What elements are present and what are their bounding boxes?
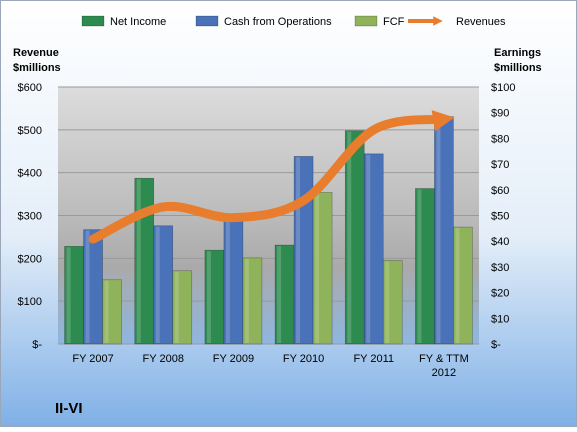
bar-highlight <box>137 179 141 343</box>
category-label: FY 2008 <box>143 353 184 365</box>
right-axis-title: $millions <box>494 62 542 74</box>
legend-label: FCF <box>383 16 405 28</box>
category-label: FY 2010 <box>283 353 324 365</box>
bar-highlight <box>86 231 90 343</box>
left-axis-tick-label: $200 <box>18 253 42 265</box>
bar-highlight <box>245 259 249 343</box>
bar-highlight <box>455 228 459 343</box>
left-axis-title: $millions <box>13 62 61 74</box>
bar-highlight <box>156 227 160 343</box>
legend-label: Revenues <box>456 16 506 28</box>
right-axis-tick-label: $70 <box>491 159 509 171</box>
left-axis-tick-label: $100 <box>18 296 42 308</box>
bar-highlight <box>315 193 319 343</box>
bar-highlight <box>105 281 109 343</box>
right-axis-tick-label: $90 <box>491 108 509 120</box>
bar-highlight <box>417 190 421 343</box>
left-axis-tick-label: $400 <box>18 168 42 180</box>
left-axis-title: Revenue <box>13 47 59 59</box>
left-axis-tick-label: $- <box>32 339 42 351</box>
bar-highlight <box>347 132 351 343</box>
company-label: II-VI <box>55 400 83 417</box>
category-label: 2012 <box>432 367 456 379</box>
right-axis-tick-label: $20 <box>491 288 509 300</box>
legend-swatch <box>196 16 218 26</box>
legend-swatch <box>82 16 104 26</box>
right-axis-tick-label: $60 <box>491 185 509 197</box>
bar-highlight <box>67 247 71 343</box>
bar-highlight <box>296 157 300 343</box>
right-axis-tick-label: $- <box>491 339 501 351</box>
bar-highlight <box>226 219 230 343</box>
bar-highlight <box>436 118 440 343</box>
left-axis-tick-label: $300 <box>18 211 42 223</box>
legend-label: Net Income <box>110 16 166 28</box>
category-label: FY 2009 <box>213 353 254 365</box>
bar-highlight <box>207 251 211 343</box>
right-axis-tick-label: $30 <box>491 262 509 274</box>
right-axis-tick-label: $50 <box>491 211 509 223</box>
bar-highlight <box>366 155 370 343</box>
right-axis-tick-label: $100 <box>491 82 515 94</box>
bar-highlight <box>175 272 179 343</box>
bar-highlight <box>277 246 281 343</box>
legend-swatch <box>355 16 377 26</box>
legend-label: Cash from Operations <box>224 16 332 28</box>
bar-highlight <box>385 261 389 343</box>
left-axis-tick-label: $600 <box>18 82 42 94</box>
right-axis-title: Earnings <box>494 47 541 59</box>
category-label: FY 2011 <box>353 353 394 365</box>
left-axis-tick-label: $500 <box>18 125 42 137</box>
right-axis-tick-label: $80 <box>491 133 509 145</box>
right-axis-tick-label: $10 <box>491 313 509 325</box>
category-label: FY 2007 <box>72 353 113 365</box>
right-axis-tick-label: $40 <box>491 236 509 248</box>
category-label: FY & TTM <box>419 353 469 365</box>
